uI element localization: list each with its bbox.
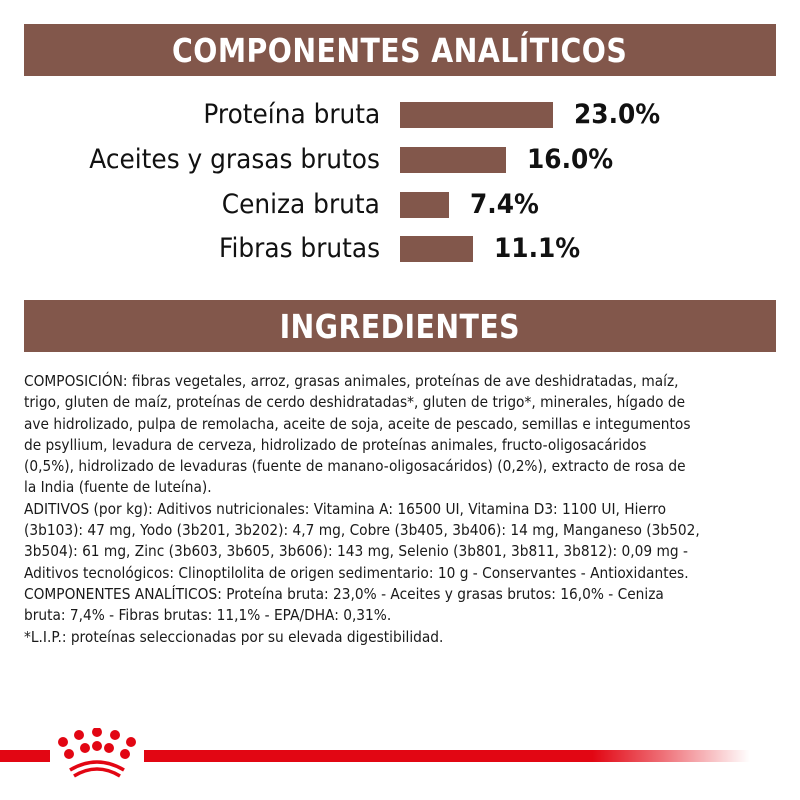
ingredients-line: 3b504): 61 mg, Zinc (3b603, 3b605, 3b606… [24,542,688,561]
bar-fiber [400,236,473,262]
row-label: Aceites y grasas brutos [89,144,380,175]
ingredients-line: ave hidrolizado, pulpa de remolacha, ace… [24,414,691,433]
analytics-title: COMPONENTES ANALÍTICOS [172,30,628,70]
ingredients-line: Aditivos tecnológicos: Clinoptilolita de… [24,563,689,582]
chart-row-fat: Aceites y grasas brutos 16.0% [0,144,800,175]
ingredients-line: (3b103): 47 mg, Yodo (3b201, 3b202): 4,7… [24,521,700,540]
bar-ash [400,192,449,218]
chart-row-fiber: Fibras brutas 11.1% [0,233,800,264]
row-label: Ceniza bruta [221,189,380,220]
analytics-header-band: COMPONENTES ANALÍTICOS [24,24,776,76]
ingredients-line: COMPOSICIÓN: fibras vegetales, arroz, gr… [24,372,679,390]
crown-icon [58,728,136,778]
ingredients-line: *L.I.P.: proteínas seleccionadas por su … [24,627,444,646]
ingredients-header-band: INGREDIENTES [24,300,776,352]
footer-red-line-left [0,750,50,762]
ingredients-line: (0,5%), hidrolizado de levaduras (fuente… [24,457,686,476]
ingredients-line: de psyllium, levadura de cerveza, hidrol… [24,435,647,454]
row-value: 16.0% [527,144,614,175]
bar-fat [400,147,506,173]
bar-protein [400,102,553,128]
row-value: 7.4% [470,189,539,220]
ingredients-text: COMPOSICIÓN: fibras vegetales, arroz, gr… [24,371,784,648]
chart-row-ash: Ceniza bruta 7.4% [0,189,800,220]
ingredients-line: la India (fuente de luteína). [24,478,212,497]
ingredients-line: COMPONENTES ANALÍTICOS: Proteína bruta: … [24,584,664,603]
row-label: Fibras brutas [218,233,380,264]
ingredients-title: INGREDIENTES [279,306,521,346]
ingredients-line: trigo, gluten de maíz, proteínas de cerd… [24,393,686,412]
row-value: 23.0% [574,99,661,130]
ingredients-line: bruta: 7,4% - Fibras brutas: 11,1% - EPA… [24,606,392,625]
row-value: 11.1% [494,233,581,264]
footer-red-line-right [144,750,750,762]
chart-row-protein: Proteína bruta 23.0% [0,99,800,130]
row-label: Proteína bruta [203,99,380,130]
ingredients-line: ADITIVOS (por kg): Aditivos nutricionale… [24,499,667,518]
